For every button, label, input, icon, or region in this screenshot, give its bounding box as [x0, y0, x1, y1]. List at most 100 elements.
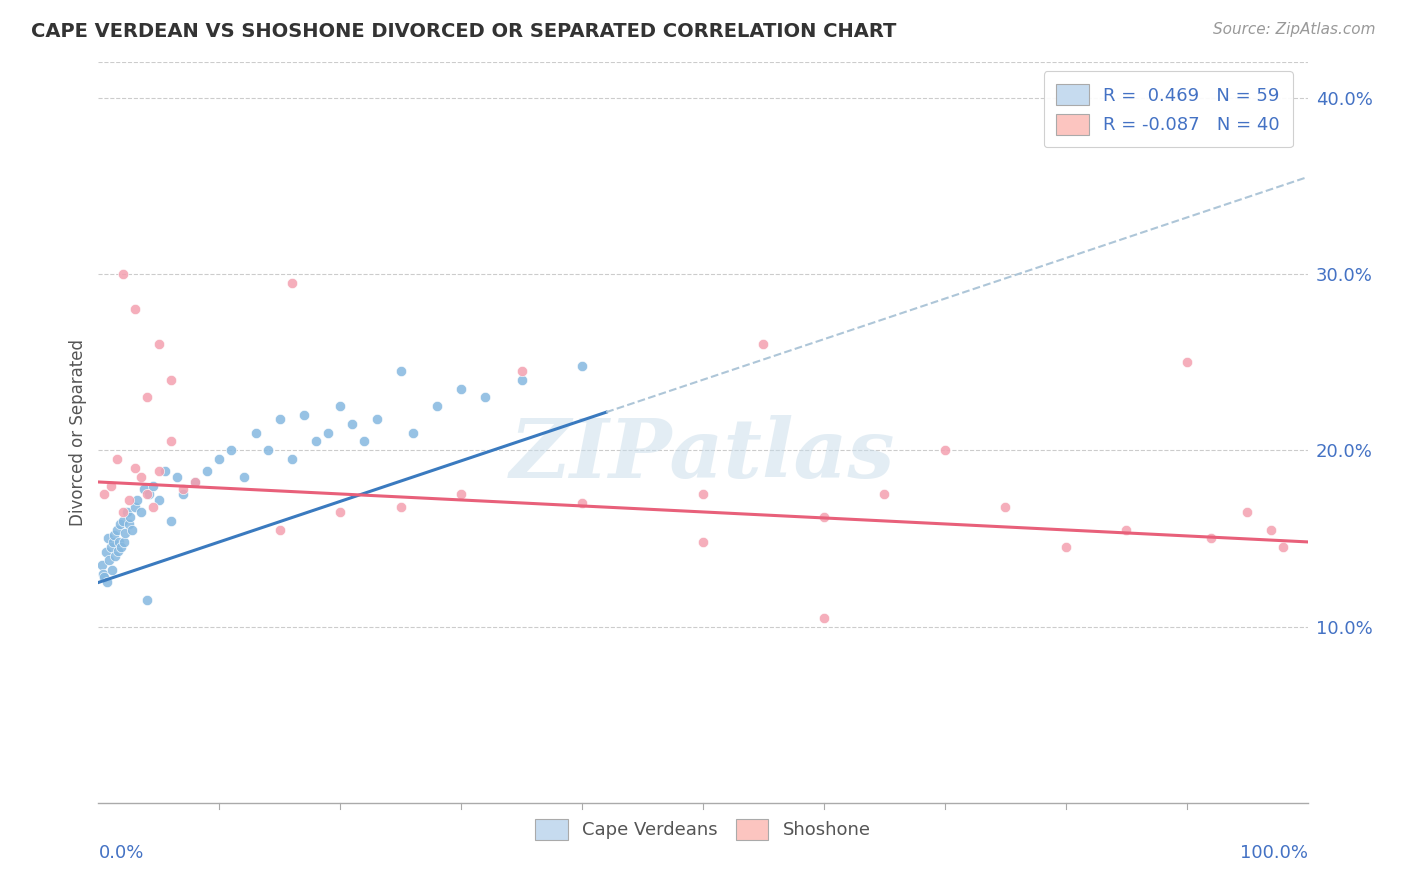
Y-axis label: Divorced or Separated: Divorced or Separated: [69, 339, 87, 526]
Point: [450, 487, 472, 501]
Point: [160, 514, 183, 528]
Point: [813, 510, 835, 524]
Point: [172, 482, 194, 496]
Point: [813, 610, 835, 624]
Point: [269, 523, 291, 537]
Point: [153, 464, 176, 478]
Point: [316, 425, 339, 440]
Point: [111, 505, 134, 519]
Point: [112, 535, 135, 549]
Point: [105, 523, 128, 537]
Point: [221, 443, 243, 458]
Legend: Cape Verdeans, Shoshone: Cape Verdeans, Shoshone: [529, 812, 877, 847]
Point: [135, 593, 157, 607]
Point: [118, 492, 141, 507]
Point: [366, 411, 388, 425]
Point: [148, 464, 170, 478]
Point: [160, 434, 183, 449]
Point: [134, 482, 156, 496]
Text: ZIPatlas: ZIPatlas: [510, 415, 896, 495]
Point: [114, 526, 136, 541]
Point: [402, 425, 425, 440]
Point: [389, 500, 412, 514]
Point: [692, 535, 714, 549]
Point: [94, 545, 117, 559]
Point: [1260, 523, 1282, 537]
Point: [389, 364, 412, 378]
Point: [110, 540, 132, 554]
Point: [91, 566, 114, 581]
Point: [105, 452, 128, 467]
Text: CAPE VERDEAN VS SHOSHONE DIVORCED OR SEPARATED CORRELATION CHART: CAPE VERDEAN VS SHOSHONE DIVORCED OR SEP…: [31, 22, 896, 41]
Point: [195, 464, 218, 478]
Point: [1199, 532, 1222, 546]
Point: [994, 500, 1017, 514]
Point: [329, 505, 352, 519]
Point: [934, 443, 956, 458]
Text: 100.0%: 100.0%: [1240, 844, 1308, 862]
Point: [184, 475, 207, 489]
Point: [100, 563, 122, 577]
Point: [107, 543, 129, 558]
Point: [353, 434, 375, 449]
Point: [124, 461, 146, 475]
Point: [118, 517, 141, 532]
Point: [148, 337, 170, 351]
Point: [91, 558, 114, 572]
Point: [138, 487, 160, 501]
Point: [256, 443, 278, 458]
Point: [281, 452, 304, 467]
Point: [108, 535, 131, 549]
Point: [101, 535, 124, 549]
Point: [166, 469, 188, 483]
Point: [124, 500, 146, 514]
Point: [1175, 355, 1198, 369]
Point: [103, 528, 125, 542]
Point: [269, 411, 291, 425]
Point: [292, 408, 315, 422]
Point: [571, 496, 593, 510]
Point: [117, 505, 139, 519]
Point: [104, 549, 127, 563]
Point: [93, 570, 115, 584]
Point: [111, 267, 134, 281]
Point: [148, 492, 170, 507]
Point: [121, 523, 143, 537]
Point: [93, 487, 115, 501]
Point: [450, 382, 472, 396]
Point: [142, 500, 165, 514]
Point: [124, 302, 146, 317]
Point: [281, 276, 304, 290]
Point: [160, 373, 183, 387]
Point: [510, 373, 533, 387]
Point: [111, 514, 134, 528]
Point: [208, 452, 231, 467]
Point: [510, 364, 533, 378]
Text: Source: ZipAtlas.com: Source: ZipAtlas.com: [1212, 22, 1375, 37]
Point: [1272, 540, 1295, 554]
Point: [135, 487, 157, 501]
Point: [873, 487, 896, 501]
Point: [97, 532, 120, 546]
Point: [172, 487, 194, 501]
Text: 0.0%: 0.0%: [98, 844, 143, 862]
Point: [1115, 523, 1137, 537]
Point: [135, 390, 157, 404]
Point: [752, 337, 775, 351]
Point: [1054, 540, 1077, 554]
Point: [127, 492, 149, 507]
Point: [342, 417, 364, 431]
Point: [329, 399, 352, 413]
Point: [571, 359, 593, 373]
Point: [96, 575, 118, 590]
Point: [129, 505, 152, 519]
Point: [100, 540, 122, 554]
Point: [142, 478, 165, 492]
Point: [232, 469, 254, 483]
Point: [118, 510, 141, 524]
Point: [474, 390, 496, 404]
Point: [426, 399, 449, 413]
Point: [108, 517, 131, 532]
Point: [98, 552, 121, 566]
Point: [245, 425, 267, 440]
